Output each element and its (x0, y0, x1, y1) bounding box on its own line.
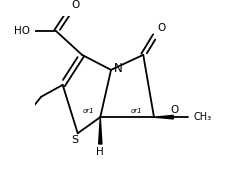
Text: CH₃: CH₃ (194, 112, 212, 122)
Text: or1: or1 (131, 108, 143, 114)
Text: N: N (114, 62, 123, 75)
Text: or1: or1 (83, 108, 94, 114)
Polygon shape (99, 117, 102, 144)
Text: O: O (170, 105, 178, 115)
Polygon shape (154, 115, 173, 119)
Text: H: H (96, 147, 104, 157)
Text: HO: HO (14, 26, 30, 36)
Text: O: O (71, 0, 80, 10)
Text: S: S (71, 135, 78, 145)
Text: O: O (157, 23, 165, 33)
